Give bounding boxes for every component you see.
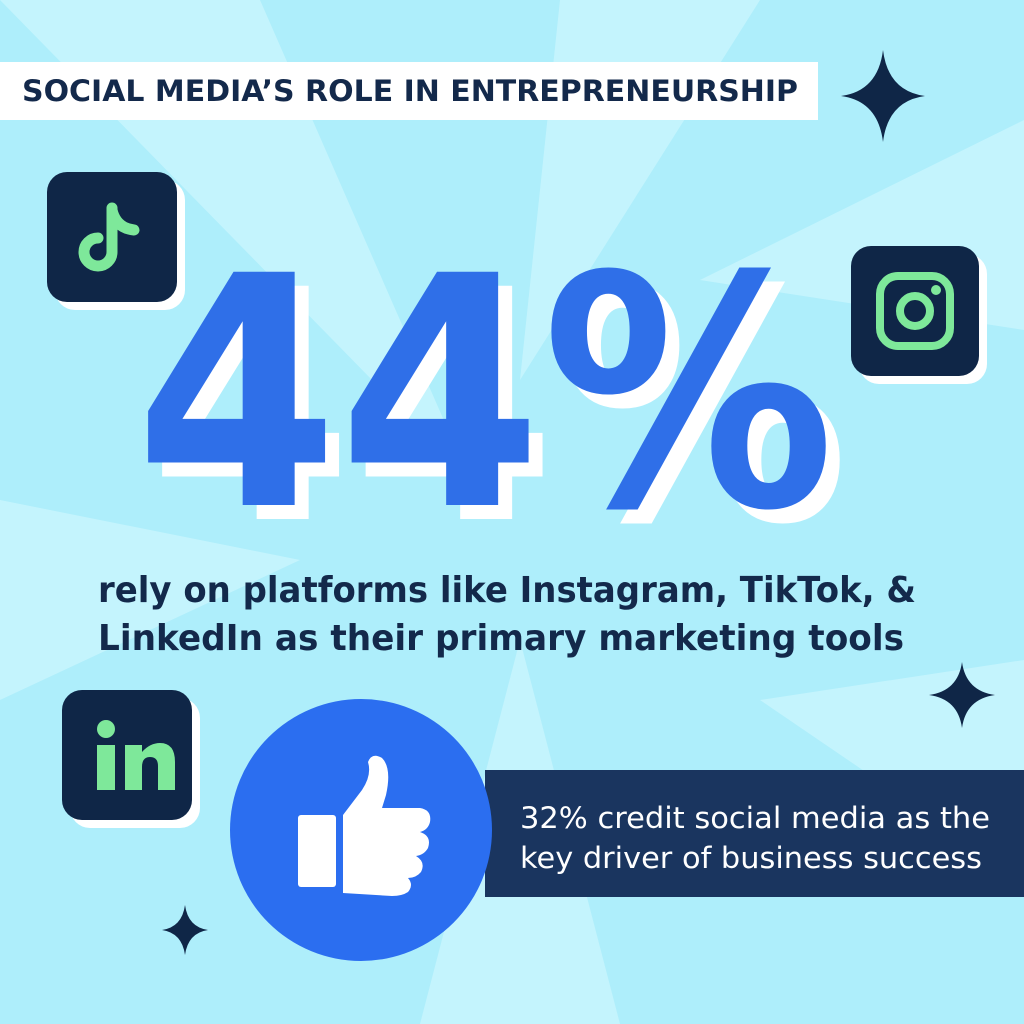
tiktok-icon xyxy=(47,172,185,310)
callout-text: 32% credit social media as the xyxy=(520,801,990,835)
stat-shadow: 44% xyxy=(149,223,849,595)
linkedin-icon xyxy=(62,690,200,828)
tiktok-flag xyxy=(106,204,140,236)
star xyxy=(929,662,995,728)
thumb-cuff xyxy=(298,815,336,887)
stat-value: 44% xyxy=(135,209,835,581)
icon-box xyxy=(851,246,979,376)
instagram-lens xyxy=(896,292,934,330)
thumb-hand xyxy=(343,755,431,896)
tiktok-note xyxy=(78,202,118,272)
instagram-frame xyxy=(876,272,954,350)
star xyxy=(841,50,925,142)
linkedin-bar xyxy=(97,745,115,790)
title-box xyxy=(0,62,818,120)
stars xyxy=(162,50,995,955)
instagram-dot xyxy=(931,285,941,295)
callout-band xyxy=(485,770,1024,897)
instagram-icon xyxy=(851,246,987,384)
stat-description: rely on platforms like Instagram, TikTok… xyxy=(98,570,916,611)
star xyxy=(162,905,208,955)
thumbs-up xyxy=(298,755,431,896)
linkedin-dot xyxy=(97,720,115,738)
callout-text: key driver of business success xyxy=(520,841,982,875)
stat-description: LinkedIn as their primary marketing tool… xyxy=(98,618,904,659)
title: SOCIAL MEDIA’S ROLE IN ENTREPRENEURSHIP xyxy=(22,74,798,108)
linkedin-n xyxy=(125,743,175,790)
ray xyxy=(0,500,300,700)
